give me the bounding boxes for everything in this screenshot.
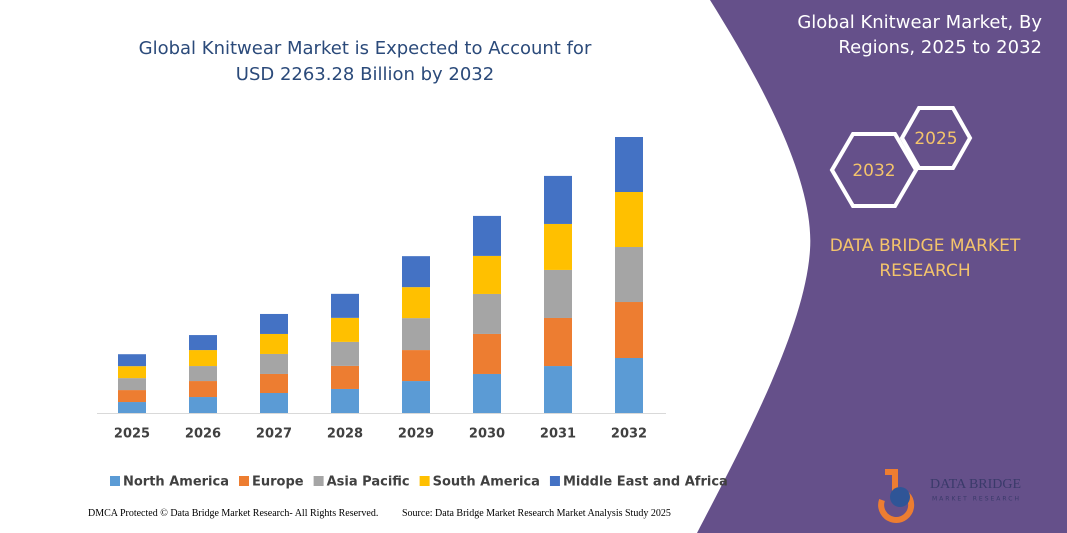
legend-swatch [549, 476, 560, 486]
logo-name: DATA BRIDGE [930, 477, 1021, 492]
x-tick-label: 2030 [469, 427, 505, 442]
bar-segment [260, 392, 288, 413]
side-panel [697, 0, 1067, 533]
bar-segment [260, 313, 288, 334]
footer-source: Source: Data Bridge Market Research Mark… [402, 508, 671, 519]
legend-swatch [110, 476, 120, 486]
legend-swatch [313, 476, 324, 486]
bar-segment [402, 350, 430, 382]
bar-segment [118, 402, 146, 413]
bar-segment [615, 302, 643, 358]
chart-title: Global Knitwear Market is Expected to Ac… [138, 38, 592, 85]
bar-segment [402, 318, 430, 351]
legend-swatch [239, 476, 249, 486]
bar-segment [615, 192, 643, 248]
x-tick-label: 2025 [114, 427, 150, 442]
bar-segment [331, 293, 359, 318]
bar-segment [473, 255, 501, 294]
badge: 2025 [914, 129, 957, 149]
bar-segment [118, 354, 146, 367]
bar-segment [189, 397, 217, 413]
logo-mark [890, 487, 910, 507]
bar-segment [189, 381, 217, 398]
bar-segment [189, 350, 217, 367]
bar-segment [473, 293, 501, 334]
bar-segment [118, 390, 146, 403]
brand: DATA BRIDGE MARKET RESEARCH [829, 236, 1021, 281]
bar-segment [189, 366, 217, 382]
bar-segment [615, 247, 643, 303]
bar-segment [331, 341, 359, 366]
bar-segment [118, 378, 146, 391]
bar-segment [331, 388, 359, 413]
bar-segment [544, 223, 572, 270]
bar-segment [544, 317, 572, 367]
bar-segment [118, 366, 146, 379]
bar-segment [473, 215, 501, 256]
x-tick-label: 2028 [327, 427, 363, 442]
bar-segment [189, 335, 217, 351]
legend-label: Middle East and Africa [563, 475, 728, 490]
bar-segment [615, 137, 643, 193]
bar-segment [260, 373, 288, 393]
legend-label: Europe [252, 475, 304, 490]
bar-segment [544, 269, 572, 318]
x-tick-label: 2032 [611, 427, 647, 442]
bar-segment [260, 333, 288, 354]
bar-segment [331, 365, 359, 389]
bar-segment [615, 357, 643, 413]
bar-segment [544, 175, 572, 224]
x-tick-label: 2026 [185, 427, 221, 442]
legend-label: North America [123, 475, 229, 490]
bar-segment [473, 373, 501, 413]
bar-segment [402, 287, 430, 319]
bar-segment [331, 317, 359, 342]
x-tick-label: 2031 [540, 427, 576, 442]
badge: 2032 [852, 161, 895, 181]
bar-segment [473, 333, 501, 374]
hexagon [899, 106, 973, 170]
footer-notice: DMCA Protected © Data Bridge Market Rese… [88, 508, 379, 519]
hexagon [829, 132, 919, 208]
bar-segment [544, 366, 572, 413]
bar-segment [402, 381, 430, 413]
legend-swatch [419, 476, 430, 486]
panel-title: Global Knitwear Market, By Regions, 2025… [797, 12, 1042, 58]
bar-segment [402, 256, 430, 288]
x-tick-label: 2027 [256, 427, 292, 442]
x-tick-label: 2029 [398, 427, 434, 442]
legend-label: Asia Pacific [327, 475, 410, 490]
legend-label: South America [433, 475, 540, 490]
bar-segment [260, 353, 288, 374]
logo-tagline: MARKET RESEARCH [932, 496, 1021, 503]
